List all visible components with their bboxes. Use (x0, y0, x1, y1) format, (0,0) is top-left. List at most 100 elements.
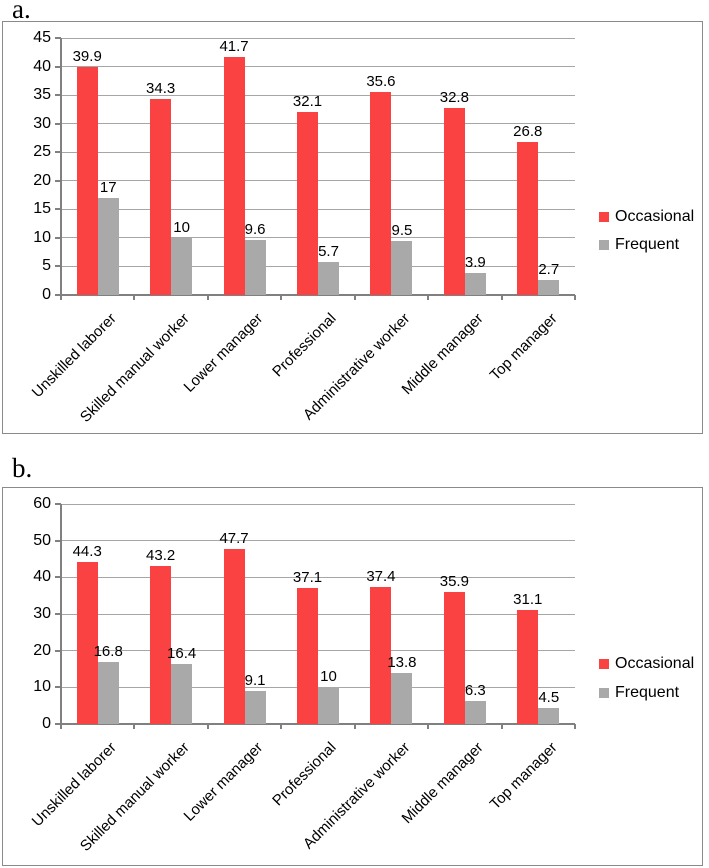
value-label: 35.6 (366, 72, 396, 90)
value-label: 34.3 (146, 80, 176, 98)
bar-frequent (538, 707, 560, 724)
value-label: 13.8 (387, 654, 417, 672)
value-label: 2.7 (538, 260, 560, 278)
legend-label: Frequent (615, 236, 680, 253)
y-tick-mark (55, 65, 61, 68)
value-label: 3.9 (464, 253, 486, 271)
category-label: Professional (269, 310, 341, 381)
legend-swatch-frequent (599, 688, 609, 698)
y-tick-label: 20 (33, 171, 51, 189)
gridline (61, 94, 575, 96)
legend-label: Occasional (615, 208, 695, 225)
y-axis-line (60, 504, 62, 725)
bar-frequent (244, 690, 266, 724)
bar-occasional (517, 141, 539, 295)
x-tick-mark (427, 295, 430, 300)
value-label: 44.3 (72, 542, 102, 560)
legend-item-occasional: Occasional (599, 208, 694, 226)
gridline (61, 650, 575, 652)
gridline (61, 123, 575, 125)
value-label: 47.7 (219, 530, 249, 548)
value-label: 43.2 (146, 546, 176, 564)
value-label: 17 (99, 178, 117, 196)
legend-swatch-occasional (599, 212, 609, 222)
y-tick-mark (55, 576, 61, 579)
y-tick-label: 5 (42, 257, 51, 275)
bar-occasional (370, 586, 392, 724)
bar-frequent (391, 673, 413, 724)
x-tick-mark (206, 295, 209, 300)
bar-frequent (538, 279, 560, 295)
value-label: 16.4 (167, 644, 197, 662)
value-label: 39.9 (72, 48, 102, 66)
y-tick-label: 50 (33, 531, 51, 549)
value-label: 32.8 (439, 88, 469, 106)
x-tick-mark (133, 724, 136, 729)
y-tick-label: 10 (33, 228, 51, 246)
y-tick-mark (55, 686, 61, 689)
y-tick-label: 20 (33, 641, 51, 659)
bar-occasional (297, 111, 318, 295)
bar-occasional (223, 56, 245, 295)
y-tick-mark (55, 503, 61, 505)
gridline (61, 237, 575, 239)
value-label: 26.8 (513, 122, 543, 140)
x-tick-mark (280, 295, 283, 300)
y-tick-label: 60 (33, 495, 51, 512)
gridline (61, 151, 575, 153)
value-label: 37.1 (292, 568, 323, 586)
bar-occasional (517, 609, 539, 724)
panel-a-label: a. (12, 0, 31, 24)
y-tick-mark (55, 179, 61, 182)
x-tick-mark (280, 724, 283, 729)
bar-occasional (297, 587, 318, 724)
x-tick-mark (574, 295, 576, 300)
x-axis-line (61, 294, 575, 296)
y-tick-mark (55, 539, 61, 542)
gridline (61, 180, 575, 182)
y-tick-mark (55, 94, 61, 97)
y-axis-line (60, 38, 62, 296)
y-tick-label: 15 (33, 200, 51, 218)
y-tick-label: 0 (42, 286, 51, 303)
category-label: Lower manager (180, 739, 267, 825)
y-tick-label: 25 (33, 143, 51, 161)
x-tick-mark (353, 724, 356, 729)
bar-frequent (171, 663, 193, 724)
y-tick-mark (55, 122, 61, 125)
chart-panel-a: 0 5 10 15 20 25 30 35 40 45 39.9 17 Unskilled labore… (2, 21, 703, 434)
gridline (61, 540, 575, 542)
bar-occasional (150, 99, 172, 295)
bar-frequent (244, 240, 266, 295)
gridline (61, 613, 575, 615)
gridline (61, 66, 575, 68)
value-label: 10 (320, 668, 337, 686)
x-tick-mark (574, 724, 576, 729)
y-tick-label: 10 (33, 678, 51, 696)
x-tick-mark (500, 295, 503, 300)
y-tick-mark (55, 208, 61, 211)
y-tick-label: 45 (33, 29, 51, 46)
legend-swatch-occasional (599, 659, 609, 669)
bar-occasional (76, 67, 98, 295)
value-label: 9.1 (244, 671, 266, 689)
category-label: Top manager (486, 310, 561, 384)
legend-item-frequent: Frequent (599, 684, 679, 702)
value-label: 9.5 (391, 221, 413, 239)
bar-frequent (318, 262, 339, 295)
chart-panel-b: 0 10 20 30 40 50 60 44.3 16.8 Unskilled laborer 43… (2, 487, 703, 866)
y-tick-mark (55, 613, 61, 615)
x-tick-mark (353, 295, 356, 300)
value-label: 9.6 (244, 221, 266, 239)
bar-occasional (150, 565, 172, 724)
value-label: 37.4 (366, 567, 396, 585)
gridline (61, 37, 575, 39)
legend-item-occasional: Occasional (599, 655, 694, 673)
value-label: 31.1 (513, 590, 543, 608)
y-tick-mark (55, 37, 61, 39)
legend-label: Frequent (615, 684, 680, 701)
y-tick-mark (55, 294, 61, 296)
value-label: 4.5 (538, 688, 560, 706)
x-tick-mark (60, 724, 62, 729)
